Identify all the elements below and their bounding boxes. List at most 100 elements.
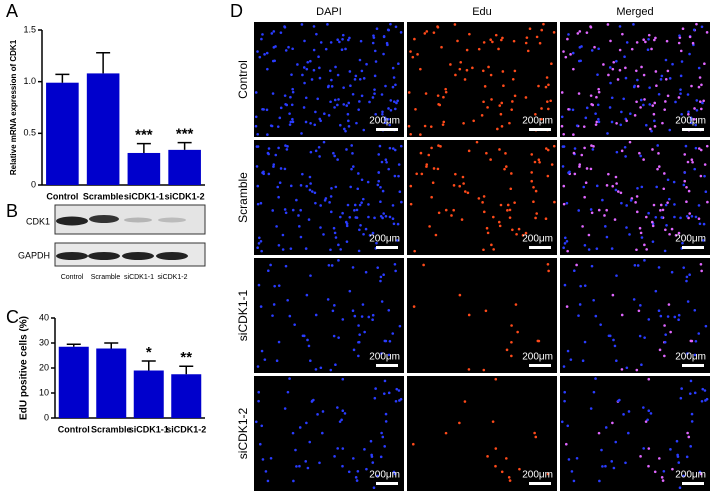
band xyxy=(122,252,154,260)
band xyxy=(56,252,88,260)
cell xyxy=(677,96,681,99)
cell xyxy=(326,298,330,301)
cell xyxy=(685,200,688,203)
cell xyxy=(379,214,383,218)
cell xyxy=(302,66,306,69)
cell xyxy=(687,435,691,439)
cell xyxy=(275,359,279,363)
cell xyxy=(507,476,511,479)
cell xyxy=(622,97,625,101)
cell xyxy=(545,76,549,79)
cell xyxy=(377,153,381,156)
cell xyxy=(642,158,645,161)
cell xyxy=(611,67,615,71)
cell xyxy=(618,48,622,52)
cell xyxy=(341,447,345,450)
cell xyxy=(437,102,440,106)
cell xyxy=(485,226,489,230)
cell xyxy=(279,31,283,34)
cell xyxy=(535,35,539,39)
cell xyxy=(699,148,703,152)
cell xyxy=(624,155,627,158)
cell xyxy=(337,243,340,247)
cell xyxy=(533,160,537,164)
cell xyxy=(606,132,609,135)
cell xyxy=(550,62,553,66)
cell xyxy=(444,208,448,212)
cell xyxy=(506,203,510,207)
cell xyxy=(674,233,678,237)
cell xyxy=(326,85,330,89)
cell xyxy=(393,262,397,266)
bar xyxy=(171,374,202,418)
cell xyxy=(333,304,336,307)
cell xyxy=(314,368,318,371)
cell xyxy=(492,248,495,251)
cell xyxy=(383,379,387,383)
cell xyxy=(534,216,537,220)
cell xyxy=(613,218,617,221)
cell xyxy=(513,69,517,73)
cell xyxy=(697,204,701,207)
cell xyxy=(317,55,320,59)
blot-lane-label: Control xyxy=(61,274,84,281)
cell xyxy=(700,25,704,29)
scale-label: 200μm xyxy=(369,116,400,127)
cell xyxy=(560,420,564,424)
cell xyxy=(347,38,350,42)
cell xyxy=(379,200,382,203)
cell xyxy=(694,146,698,150)
cell xyxy=(662,470,666,473)
cell xyxy=(384,412,388,416)
cell xyxy=(302,106,306,109)
cell xyxy=(622,413,625,416)
cell xyxy=(254,420,258,424)
band xyxy=(156,252,188,260)
cell xyxy=(318,76,322,80)
cell xyxy=(502,84,505,88)
cell xyxy=(540,28,544,32)
cell xyxy=(411,55,415,59)
cell xyxy=(329,195,333,198)
cell xyxy=(599,323,602,326)
cell xyxy=(278,181,282,184)
cell xyxy=(306,466,310,470)
cell xyxy=(582,185,586,189)
cell xyxy=(379,185,382,189)
cell xyxy=(298,426,302,429)
cell xyxy=(573,269,576,273)
cell xyxy=(266,67,269,71)
cell xyxy=(257,242,261,245)
micrograph: 200μm xyxy=(560,376,710,491)
cell xyxy=(689,121,693,125)
cell xyxy=(283,208,287,211)
cell xyxy=(671,62,674,66)
cell xyxy=(589,407,593,410)
cell xyxy=(295,465,298,468)
cell xyxy=(391,66,395,70)
scale-bar xyxy=(376,128,398,131)
cell xyxy=(381,112,384,116)
cell xyxy=(453,23,457,26)
cell xyxy=(609,39,612,43)
cell xyxy=(614,440,618,444)
cell xyxy=(351,266,355,269)
cell xyxy=(475,140,479,144)
cell xyxy=(307,344,311,348)
cell xyxy=(640,236,644,239)
cell xyxy=(689,116,693,120)
cell xyxy=(341,377,345,381)
cell xyxy=(397,163,401,166)
cell xyxy=(494,447,498,450)
cell xyxy=(578,30,582,33)
cell xyxy=(530,153,534,156)
cell xyxy=(380,300,384,303)
cell xyxy=(321,410,325,413)
cell xyxy=(373,49,377,53)
cell xyxy=(546,174,550,178)
cell xyxy=(284,211,288,215)
cell xyxy=(584,181,588,184)
cell xyxy=(669,448,672,451)
cell xyxy=(382,392,386,395)
cell xyxy=(336,406,339,409)
